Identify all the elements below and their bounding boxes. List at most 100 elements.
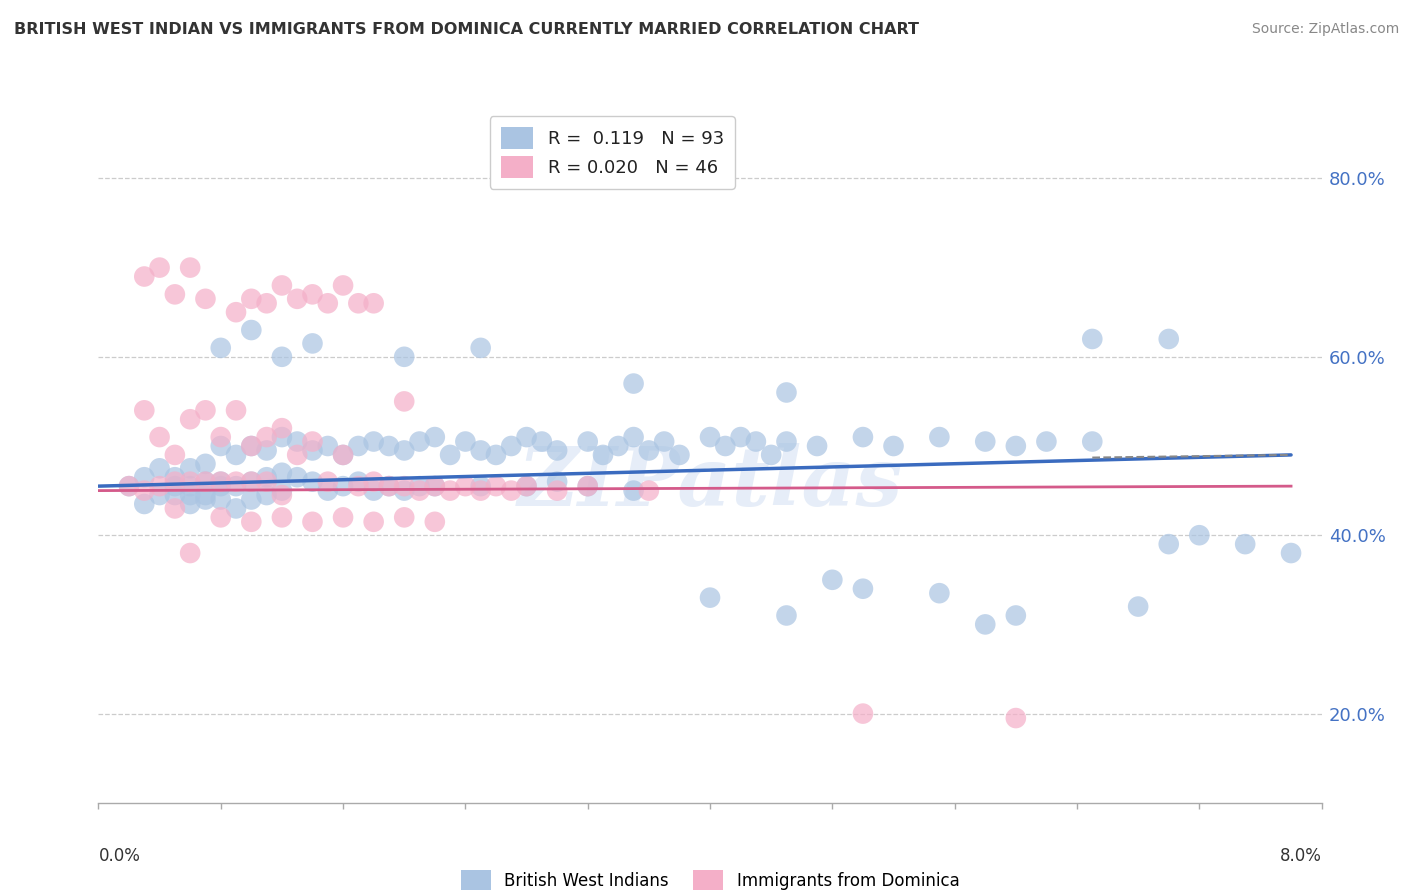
Point (439, 483, 461, 498)
Point (301, 336, 323, 351)
Point (270, 350, 294, 364)
Point (256, 443, 278, 458)
Point (163, 448, 186, 462)
Point (301, 475, 323, 489)
Point (928, 430, 950, 444)
Point (256, 475, 278, 489)
Point (516, 430, 538, 444)
Point (408, 479, 430, 493)
Point (1188, 528, 1211, 542)
Point (194, 492, 217, 507)
Point (516, 479, 538, 493)
Point (423, 479, 446, 493)
Point (378, 479, 401, 493)
Point (408, 483, 430, 498)
Point (363, 434, 385, 449)
Point (316, 296, 339, 310)
Point (501, 483, 523, 498)
Point (209, 475, 232, 489)
Point (775, 608, 797, 623)
Point (576, 434, 599, 449)
Point (623, 483, 645, 498)
Point (347, 439, 370, 453)
Point (194, 457, 217, 471)
Point (240, 439, 263, 453)
Point (240, 515, 263, 529)
Point (179, 260, 201, 275)
Point (759, 448, 782, 462)
Point (392, 394, 416, 409)
Point (423, 430, 446, 444)
Point (775, 385, 797, 400)
Point (118, 479, 141, 493)
Point (134, 483, 156, 498)
Point (301, 434, 323, 449)
Point (974, 617, 997, 632)
Point (256, 296, 278, 310)
Point (163, 501, 186, 516)
Point (256, 430, 278, 444)
Point (149, 430, 172, 444)
Point (225, 475, 247, 489)
Point (699, 430, 721, 444)
Point (392, 483, 416, 498)
Point (240, 323, 263, 337)
Y-axis label: Currently Married: Currently Married (0, 382, 8, 528)
Point (423, 515, 446, 529)
Point (149, 479, 172, 493)
Point (209, 439, 232, 453)
Point (883, 439, 905, 453)
Point (332, 479, 354, 493)
Point (928, 586, 950, 600)
Point (134, 470, 156, 484)
Point (454, 434, 477, 449)
Point (1157, 537, 1180, 551)
Text: ZIPatlas: ZIPatlas (517, 442, 903, 523)
Point (392, 479, 416, 493)
Point (225, 448, 247, 462)
Point (134, 403, 156, 417)
Point (149, 260, 172, 275)
Point (240, 439, 263, 453)
Point (179, 412, 201, 426)
Point (530, 434, 553, 449)
Point (363, 475, 385, 489)
Point (392, 510, 416, 524)
Point (270, 483, 294, 498)
Point (240, 475, 263, 489)
Point (179, 488, 201, 502)
Point (270, 488, 294, 502)
Point (730, 430, 752, 444)
Point (194, 403, 217, 417)
Point (285, 470, 308, 484)
Point (163, 287, 186, 301)
Point (607, 439, 630, 453)
Point (668, 448, 690, 462)
Point (1004, 608, 1026, 623)
Point (546, 483, 568, 498)
Point (134, 497, 156, 511)
Point (485, 448, 508, 462)
Point (163, 470, 186, 484)
Point (225, 305, 247, 319)
Text: 0.0%: 0.0% (98, 847, 141, 865)
Point (225, 403, 247, 417)
Point (256, 470, 278, 484)
Point (470, 483, 492, 498)
Point (592, 448, 614, 462)
Point (852, 582, 875, 596)
Point (270, 510, 294, 524)
Point (1081, 332, 1104, 346)
Point (392, 443, 416, 458)
Point (623, 376, 645, 391)
Point (240, 475, 263, 489)
Point (194, 488, 217, 502)
Point (209, 475, 232, 489)
Point (1004, 711, 1026, 725)
Point (225, 479, 247, 493)
Text: 8.0%: 8.0% (1279, 847, 1322, 865)
Point (347, 479, 370, 493)
Point (194, 475, 217, 489)
Point (285, 434, 308, 449)
Point (270, 466, 294, 480)
